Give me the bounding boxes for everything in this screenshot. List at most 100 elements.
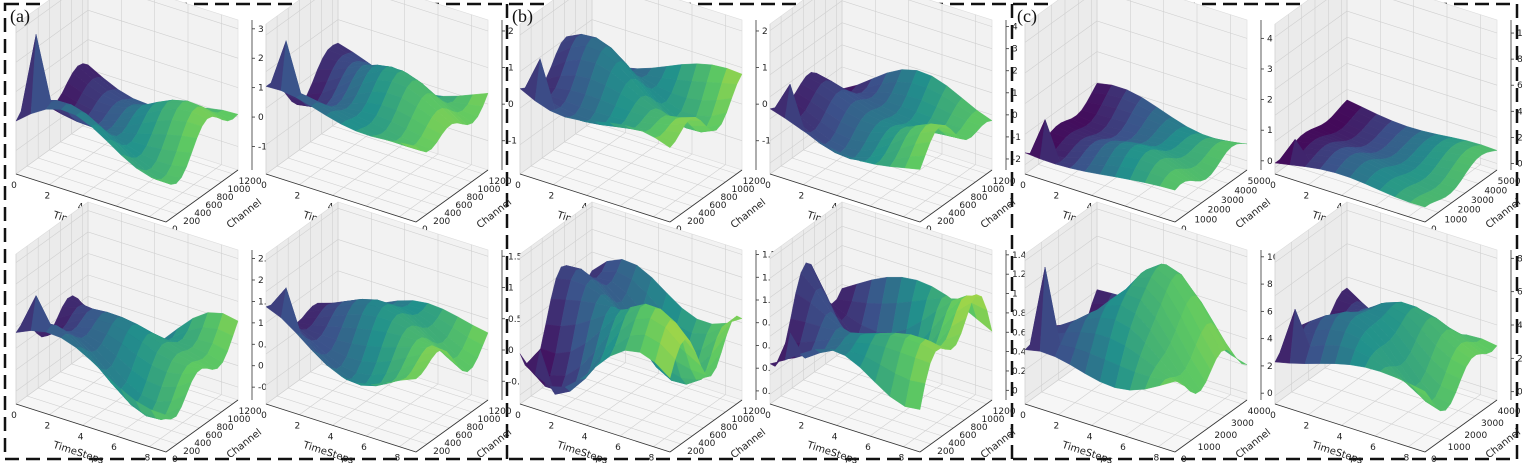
x-axis-line [265, 403, 417, 453]
x-tick-label: 2 [44, 192, 50, 202]
y-gridline [298, 0, 450, 199]
y-gridline [1291, 242, 1442, 441]
y-tick-label: 1200 [993, 407, 1016, 417]
x-tick-label: 0 [11, 181, 17, 191]
y-tick-label: 5000 [1248, 177, 1271, 187]
y-gridline [1308, 229, 1459, 429]
x-gridline [553, 0, 626, 185]
y-tick-label: 600 [959, 201, 976, 211]
x-tick-label: 0 [261, 181, 267, 191]
z-tick-label: 1 [1012, 290, 1018, 300]
surface-panel-9: 0246801000200030004000500001234TimeSteps… [1020, 0, 1298, 237]
x-tick-label: 8 [898, 454, 904, 463]
x-tick-label: 2 [294, 192, 300, 202]
outer-dashed-frame [3, 2, 1519, 461]
y-axis-line [1174, 169, 1248, 223]
y-tick-label: 3000 [1481, 419, 1504, 429]
y-tick-label: 3000 [1231, 419, 1254, 429]
z-tick-label: 4 [1267, 34, 1273, 44]
x-gridline [149, 244, 222, 447]
y-tick-label: 800 [216, 423, 233, 433]
z-tick-label: 2 [258, 54, 264, 64]
y-gridline [26, 246, 178, 445]
x-gridline [619, 4, 693, 207]
surface-panel-8: 024682004006008001000120000.20.40.60.811… [765, 201, 1043, 463]
y-tick-label: 1000 [1448, 443, 1471, 453]
x-tick-label: 4 [1087, 432, 1093, 442]
y-gridline [37, 238, 189, 437]
y-gridline [780, 16, 932, 215]
x-tick-label: 2 [44, 422, 50, 432]
x-tick-label: 4 [582, 432, 588, 442]
y-tick-label: 800 [466, 423, 483, 433]
x-gridline [869, 234, 943, 437]
y-tick-label: 1200 [489, 177, 512, 187]
y-gridline [1038, 14, 1189, 213]
z-tick-label: 1.2 [1012, 270, 1026, 280]
y-tick-label: 800 [720, 193, 737, 203]
z-tick-label: 6 [1517, 81, 1522, 91]
x-tick-label: 0 [765, 181, 771, 191]
x-tick-label: 0 [1020, 411, 1026, 421]
x-tick-label: 2 [1053, 192, 1059, 202]
z-tick-label: 0 [1517, 159, 1522, 169]
y-tick-label: 4000 [1498, 407, 1521, 417]
surface-panel-1: 02468020040060080010001200-10123TimeStep… [11, 0, 289, 237]
x-tick-label: 2 [798, 422, 804, 432]
z-tick-label: -1 [508, 137, 517, 147]
surface-panel-3: 02468020040060080010001200-0.500.511.522… [11, 201, 289, 463]
x-tick-label: 0 [515, 411, 521, 421]
y-tick-label: 1000 [1444, 215, 1467, 225]
y-tick-label: 1000 [1198, 443, 1221, 453]
y-tick-label: 1200 [743, 407, 766, 417]
y-gridline [26, 16, 178, 215]
z-tick-label: 0.8 [1012, 309, 1027, 319]
x-tick-label: 8 [648, 454, 654, 463]
x-tick-label: 8 [144, 454, 150, 463]
surface-panel-10: 024680100020003000400050000246810TimeSte… [1270, 0, 1522, 237]
group-label-c: (c) [1017, 6, 1037, 27]
y-tick-label: 400 [948, 439, 965, 449]
y-gridline [310, 0, 461, 191]
x-tick-label: 2 [548, 422, 554, 432]
z-tick-label: 4 [1517, 321, 1522, 331]
x-tick-label: 2 [294, 422, 300, 432]
z-tick-label: 4 [1517, 107, 1522, 117]
y-gridline [321, 0, 472, 183]
y-gridline [310, 221, 461, 421]
z-tick-label: 2 [1267, 362, 1273, 372]
x-tick-label: 4 [832, 432, 838, 442]
x-axis-line [519, 403, 671, 453]
surface-facet [1159, 379, 1181, 386]
y-tick-label: 1200 [743, 177, 766, 187]
x-gridline [903, 244, 976, 447]
x-tick-label: 4 [328, 432, 334, 442]
y-tick-label: 600 [455, 431, 472, 441]
group-label-b: (b) [512, 6, 533, 27]
y-tick-label: 800 [970, 423, 987, 433]
y-tick-label: 200 [183, 217, 200, 227]
x-gridline [399, 14, 472, 217]
z-tick-label: 0 [258, 362, 264, 372]
x-gridline [619, 234, 693, 437]
x-gridline [903, 14, 976, 217]
y-axis-line [1424, 169, 1498, 223]
surface-panel-6: 02468020040060080010001200-2-101234TimeS… [765, 0, 1043, 237]
group-label-a: (a) [10, 6, 30, 27]
y-gridline [332, 0, 483, 175]
z-tick-label: 10 [1267, 253, 1279, 263]
y-tick-label: 1000 [732, 185, 755, 195]
z-tick-label: 0 [1012, 386, 1018, 396]
surface-mesh [1024, 263, 1248, 394]
y-tick-label: 200 [937, 447, 954, 457]
x-tick-label: 0 [11, 411, 17, 421]
z-tick-label: 1 [762, 64, 768, 74]
z-tick-label: 2 [258, 276, 264, 286]
y-axis-line [415, 169, 489, 223]
x-tick-label: 6 [361, 443, 367, 453]
surface-mesh [15, 34, 239, 185]
y-tick-label: 600 [205, 431, 222, 441]
z-tick-label: -2 [1012, 155, 1021, 165]
surface-panels: 02468020040060080010001200-10123TimeStep… [11, 0, 1522, 463]
y-tick-label: 1000 [228, 185, 251, 195]
